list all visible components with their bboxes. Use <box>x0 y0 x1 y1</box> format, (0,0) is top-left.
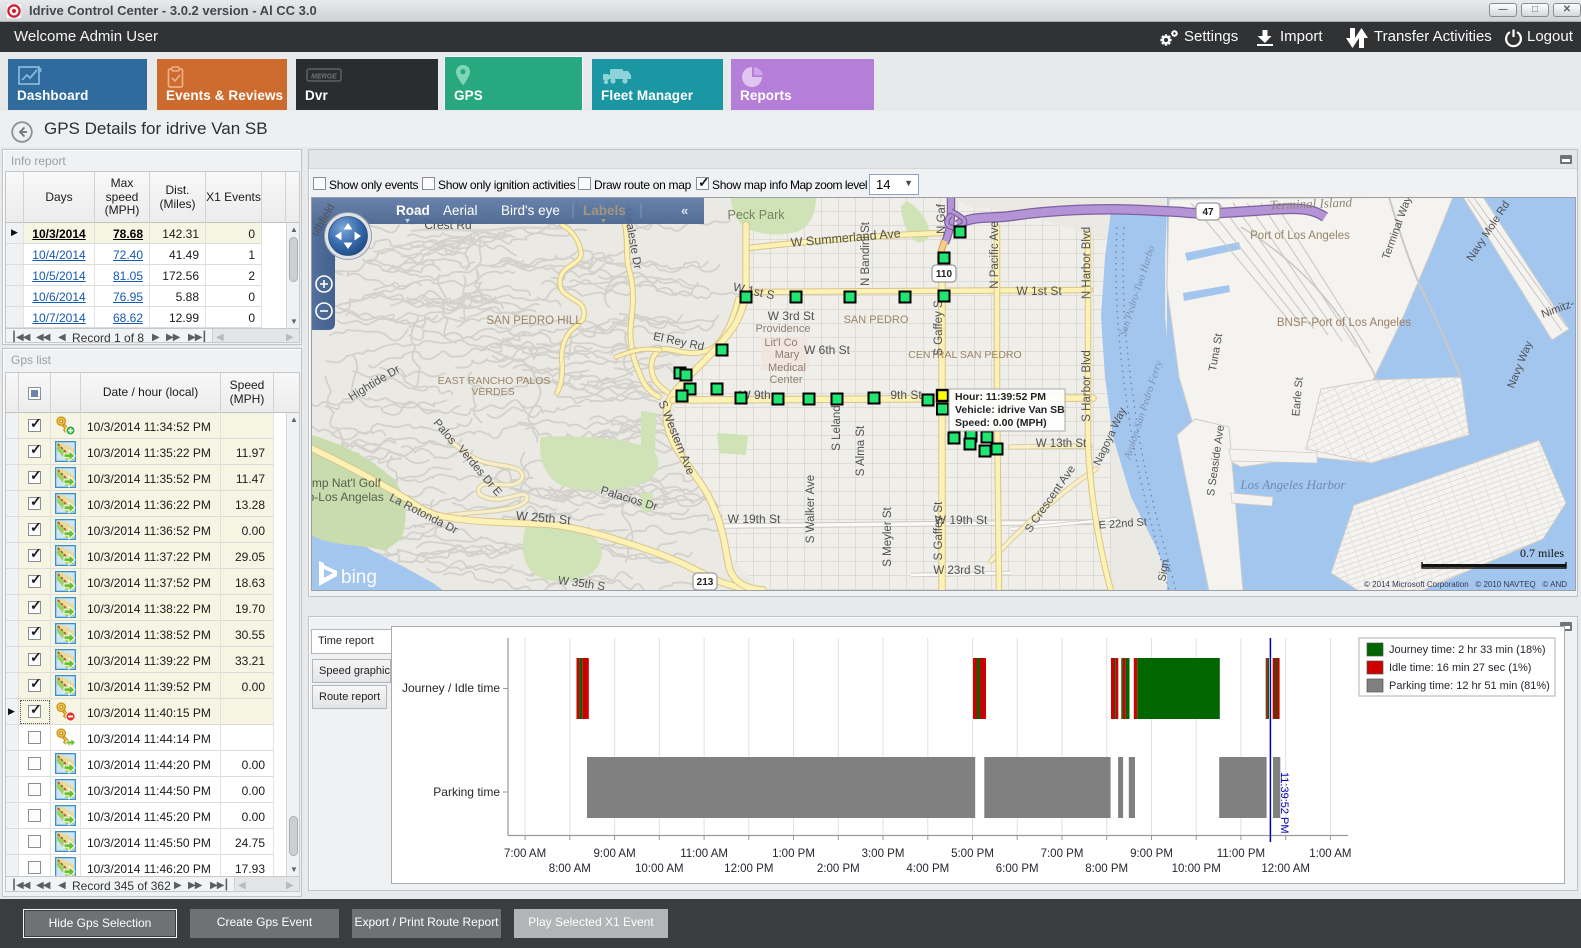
svg-text:10:00 AM: 10:00 AM <box>635 863 684 875</box>
svg-text:3:00 PM: 3:00 PM <box>862 848 905 860</box>
svg-text:SAN PEDRO: SAN PEDRO <box>844 314 909 326</box>
svg-text:W 35th S: W 35th S <box>557 575 606 591</box>
svg-text:W 13th St: W 13th St <box>1036 438 1087 450</box>
svg-text:9th St: 9th St <box>890 388 922 402</box>
svg-text:N Pacific Ave: N Pacific Ave <box>989 221 1001 289</box>
svg-text:S Harbor Blvd: S Harbor Blvd <box>1081 350 1093 422</box>
svg-text:Road: Road <box>396 203 430 218</box>
svg-text:9:00 PM: 9:00 PM <box>1130 848 1173 860</box>
svg-text:Medical: Medical <box>768 362 806 374</box>
svg-text:Vehicle: idrive Van SB: Vehicle: idrive Van SB <box>955 404 1065 416</box>
svg-text:Lit'l Co: Lit'l Co <box>764 337 797 349</box>
svg-text:S Meyler St: S Meyler St <box>882 506 894 566</box>
svg-text:lub-Los Angelas: lub-Los Angelas <box>311 490 384 504</box>
svg-text:S Walker Ave: S Walker Ave <box>805 475 817 543</box>
svg-text:Peck Park: Peck Park <box>728 208 786 222</box>
svg-text:Mary: Mary <box>775 349 800 361</box>
svg-text:© 2014 Microsoft Corporation: © 2014 Microsoft Corporation © 2010 NAVT… <box>1364 580 1567 589</box>
svg-text:2:00 PM: 2:00 PM <box>817 863 860 875</box>
svg-text:8:00 AM: 8:00 AM <box>549 863 591 875</box>
svg-text:BNSF-Port of Los Angeles: BNSF-Port of Los Angeles <box>1277 317 1411 329</box>
svg-text:0.7 miles: 0.7 miles <box>1520 546 1564 560</box>
svg-text:S Gaffey S: S Gaffey S <box>933 300 945 356</box>
svg-text:7:00 AM: 7:00 AM <box>504 848 546 860</box>
svg-text:11:39:52 PM: 11:39:52 PM <box>1278 772 1290 834</box>
svg-text:Labels: Labels <box>583 203 626 218</box>
svg-text:W 6th St: W 6th St <box>804 343 851 357</box>
svg-text:Journey / Idle time: Journey / Idle time <box>402 681 500 695</box>
svg-text:W 19th St: W 19th St <box>935 513 988 527</box>
svg-text:Port of Los Angeles: Port of Los Angeles <box>1250 230 1350 242</box>
svg-text:«: « <box>681 203 688 218</box>
svg-text:11:00 PM: 11:00 PM <box>1217 848 1265 860</box>
svg-text:Center: Center <box>769 374 802 386</box>
svg-text:Bird's eye: Bird's eye <box>501 203 560 218</box>
svg-text:S Alma St: S Alma St <box>855 425 867 476</box>
svg-text:213: 213 <box>697 577 714 588</box>
svg-text:10:00 PM: 10:00 PM <box>1172 863 1221 875</box>
svg-text:E 22nd St: E 22nd St <box>1098 516 1147 531</box>
svg-text:W 23rd St: W 23rd St <box>933 565 985 577</box>
svg-text:11:00 AM: 11:00 AM <box>680 848 728 860</box>
svg-text:1:00 PM: 1:00 PM <box>772 848 815 860</box>
svg-text:110: 110 <box>936 269 953 280</box>
svg-text:N Harbor Blvd: N Harbor Blvd <box>1081 227 1093 299</box>
svg-text:Parking time: 12 hr 51 min (81: Parking time: 12 hr 51 min (81%) <box>1389 680 1550 692</box>
svg-text:4:00 PM: 4:00 PM <box>906 863 949 875</box>
svg-text:12:00 AM: 12:00 AM <box>1261 863 1310 875</box>
svg-text:6:00 PM: 6:00 PM <box>996 863 1039 875</box>
svg-text:Parking time: Parking time <box>433 785 500 799</box>
svg-text:S Leland: S Leland <box>831 405 843 450</box>
svg-text:5:00 PM: 5:00 PM <box>951 848 994 860</box>
svg-text:Earle St: Earle St <box>1290 377 1305 417</box>
svg-text:Journey time: 2 hr 33 min (18%: Journey time: 2 hr 33 min (18%) <box>1389 644 1546 656</box>
svg-text:9:00 AM: 9:00 AM <box>593 848 635 860</box>
svg-text:47: 47 <box>1202 207 1214 218</box>
svg-text:8:00 PM: 8:00 PM <box>1085 863 1128 875</box>
svg-text:W 3rd St: W 3rd St <box>768 309 815 323</box>
svg-text:W 1st St: W 1st St <box>1016 284 1062 298</box>
svg-text:Hour: 11:39:52 PM: Hour: 11:39:52 PM <box>955 391 1046 403</box>
svg-text:W 25th St: W 25th St <box>515 509 571 528</box>
svg-text:CENTRAL SAN PEDRO: CENTRAL SAN PEDRO <box>908 349 1021 361</box>
svg-text:EAST RANCHO PALOS: EAST RANCHO PALOS <box>438 375 551 387</box>
svg-text:N Bandini St: N Bandini St <box>860 221 872 286</box>
svg-text:Providence: Providence <box>755 323 810 335</box>
svg-text:7:00 PM: 7:00 PM <box>1041 848 1084 860</box>
svg-text:1:00 AM: 1:00 AM <box>1309 848 1351 860</box>
svg-text:Aerial: Aerial <box>443 203 478 218</box>
svg-text:bing: bing <box>341 567 377 588</box>
svg-text:W 19th St: W 19th St <box>728 512 781 526</box>
svg-text:N Gaf: N Gaf <box>936 203 948 234</box>
svg-text:Terminal Island: Terminal Island <box>1269 197 1352 212</box>
svg-text:Los Angeles Harbor: Los Angeles Harbor <box>1239 477 1346 492</box>
svg-text:SAN PEDRO HILL: SAN PEDRO HILL <box>486 315 582 327</box>
svg-text:rump Nat'l Golf: rump Nat'l Golf <box>311 476 381 490</box>
svg-text:Sign: Sign <box>1156 559 1172 583</box>
svg-text:Speed: 0.00 (MPH): Speed: 0.00 (MPH) <box>955 417 1047 429</box>
svg-text:Idle time: 16 min 27 sec (1%): Idle time: 16 min 27 sec (1%) <box>1389 662 1531 674</box>
svg-text:VERDES: VERDES <box>471 386 514 398</box>
svg-text:12:00 PM: 12:00 PM <box>724 863 773 875</box>
svg-text:S Gaffey St: S Gaffey St <box>933 501 945 560</box>
svg-text:MERGE: MERGE <box>311 74 337 81</box>
